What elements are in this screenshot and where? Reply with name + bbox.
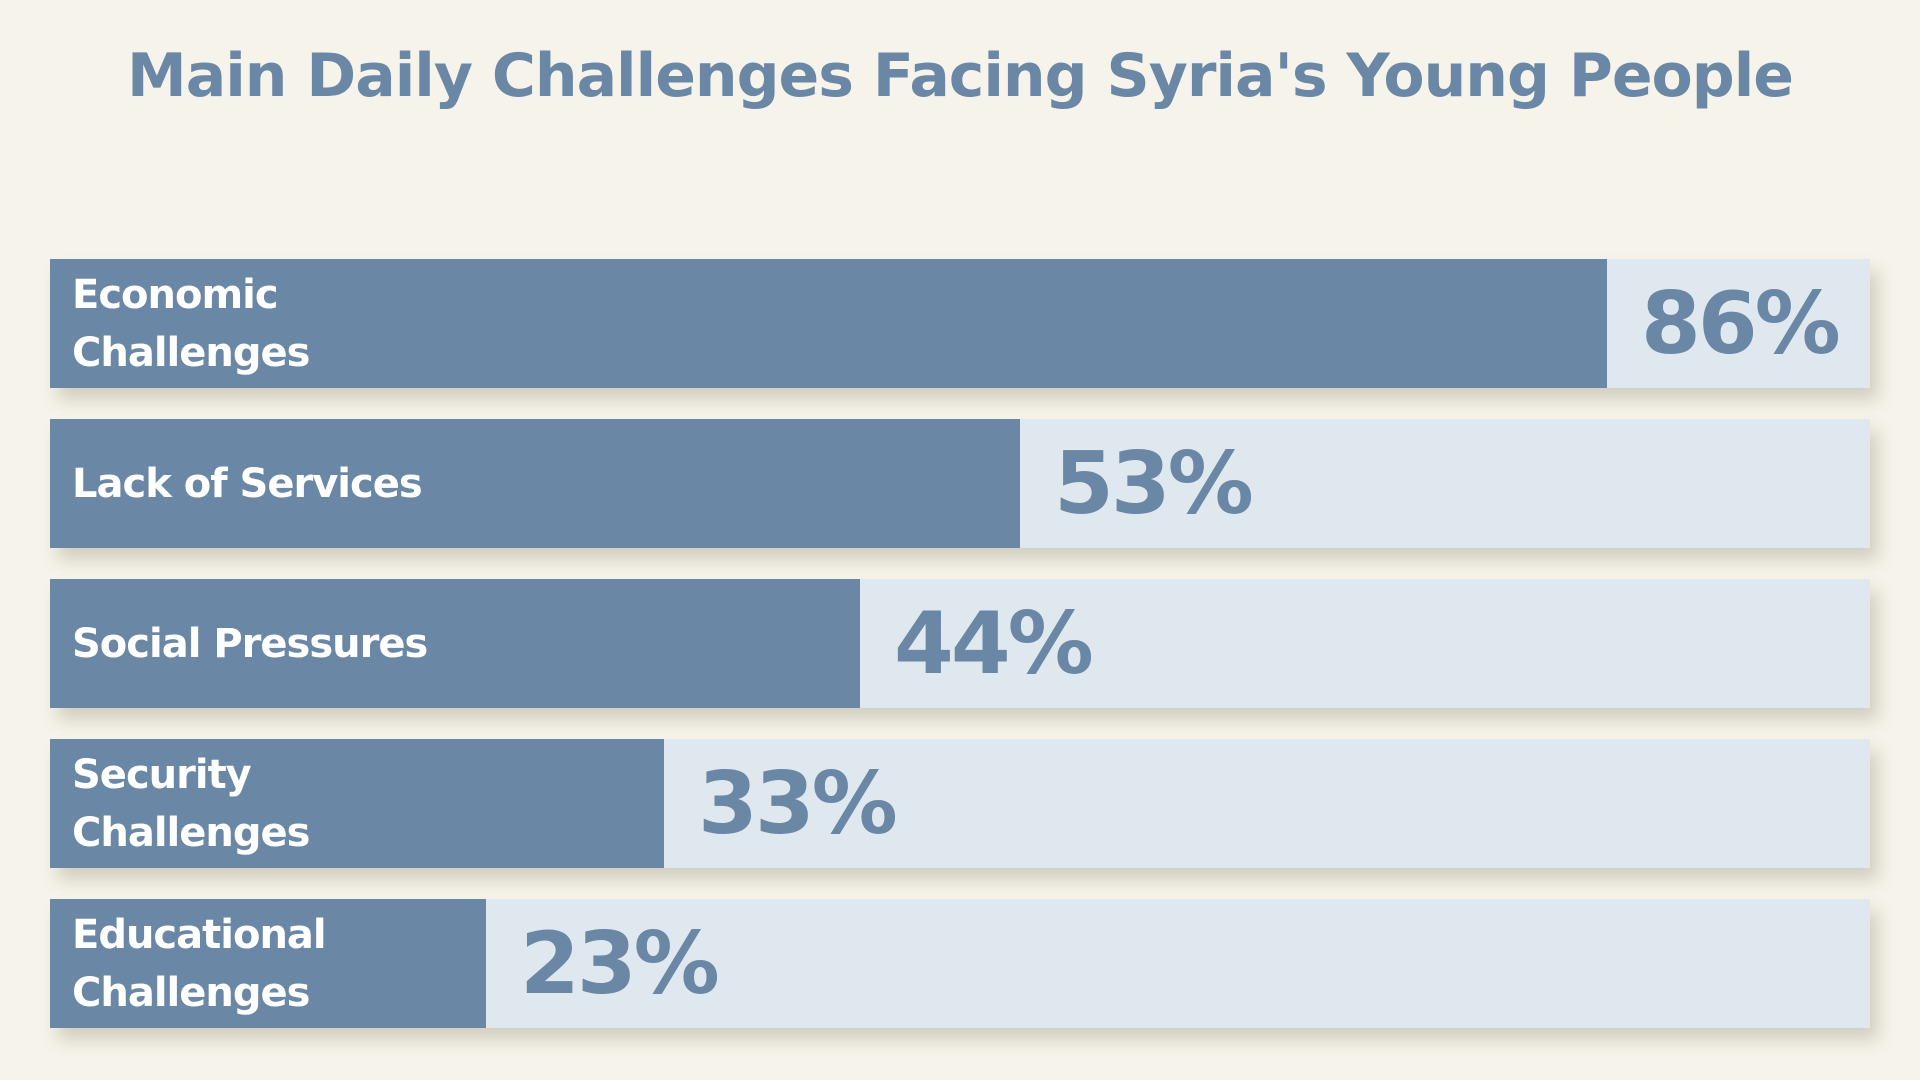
category-label: Social Pressures — [72, 620, 428, 667]
bar — [50, 899, 486, 1028]
category-label: Educational Challenges — [72, 911, 327, 1016]
bar — [50, 739, 664, 868]
category-label: Security Challenges — [72, 751, 310, 856]
category-label: Economic Challenges — [72, 271, 310, 376]
value-label: 86% — [1641, 273, 1841, 374]
bar-track: Economic Challenges 86% — [50, 259, 1870, 388]
category-label: Lack of Services — [72, 460, 423, 507]
bar — [50, 419, 1020, 548]
value-label: 33% — [698, 753, 898, 854]
value-label: 44% — [894, 593, 1094, 694]
bar-track: Security Challenges 33% — [50, 739, 1870, 868]
bar-track: Lack of Services 53% — [50, 419, 1870, 548]
value-label: 23% — [520, 913, 720, 1014]
bar — [50, 579, 860, 708]
chart-title: Main Daily Challenges Facing Syria's You… — [127, 41, 1794, 111]
bar-track: Educational Challenges 23% — [50, 899, 1870, 1028]
value-label: 53% — [1054, 433, 1254, 534]
bar — [50, 259, 1607, 388]
bar-track: Social Pressures 44% — [50, 579, 1870, 708]
